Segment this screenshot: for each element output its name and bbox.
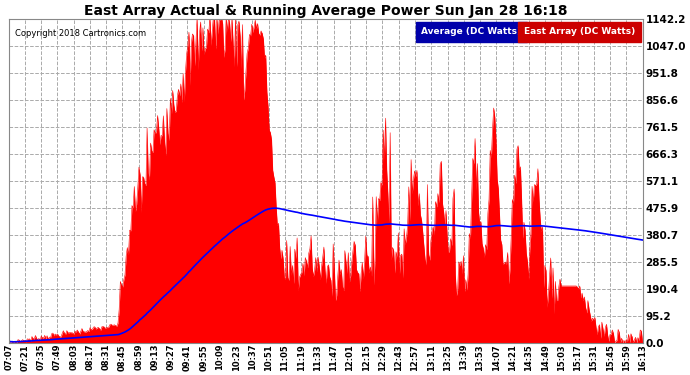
Title: East Array Actual & Running Average Power Sun Jan 28 16:18: East Array Actual & Running Average Powe… [84,4,567,18]
Legend: Average (DC Watts), East Array (DC Watts): Average (DC Watts), East Array (DC Watts… [416,24,638,39]
Text: Copyright 2018 Cartronics.com: Copyright 2018 Cartronics.com [15,29,146,38]
